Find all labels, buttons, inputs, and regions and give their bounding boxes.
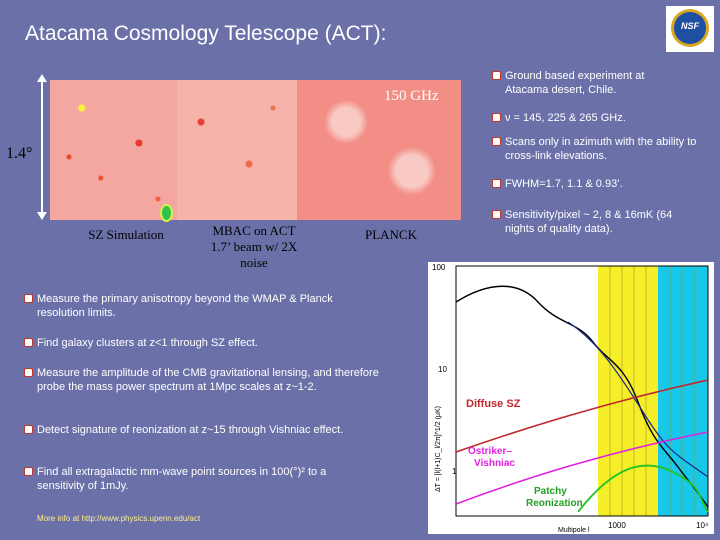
bullet-icon bbox=[24, 425, 33, 434]
bullet-icon bbox=[24, 338, 33, 347]
left-bullet: Measure the primary anisotropy beyond th… bbox=[24, 292, 422, 320]
bullet-icon bbox=[24, 294, 33, 303]
sz-simulation-map bbox=[50, 80, 177, 220]
map-size-label: 1.4° bbox=[6, 145, 33, 162]
caption-mbac-line: MBAC on ACT bbox=[212, 223, 296, 238]
cmb-curve bbox=[455, 285, 709, 508]
more-info-link[interactable]: More info at http://www.physics.upenn.ed… bbox=[37, 514, 201, 523]
bullet-line: Measure the amplitude of the CMB gravita… bbox=[37, 367, 379, 379]
xtick-1: 1000 bbox=[608, 521, 626, 530]
bullet-line: Detect signature of reonization at z~15 … bbox=[37, 424, 344, 436]
right-bullet: Ground based experiment at Atacama deser… bbox=[492, 69, 715, 97]
caption-sz: SZ Simulation bbox=[88, 227, 164, 242]
frequency-label: 150 GHz bbox=[384, 88, 439, 104]
nsf-globe-icon bbox=[674, 12, 706, 44]
ytick-mid: 10 bbox=[438, 365, 447, 374]
slide-title: Atacama Cosmology Telescope (ACT): bbox=[25, 22, 387, 45]
ytick-bot: 1 bbox=[452, 467, 457, 476]
left-bullet: Find galaxy clusters at z<1 through SZ e… bbox=[24, 336, 422, 350]
power-spectrum-plot: 100 10 1 1000 10⁴ Multipole l ΔT = [l(l+… bbox=[428, 262, 714, 534]
bullet-line: Find galaxy clusters at z<1 through SZ e… bbox=[37, 337, 258, 349]
bullet-line: ν = 145, 225 & 265 GHz. bbox=[505, 112, 626, 124]
bullet-line: Sensitivity/pixel ~ 2, 8 & 16mK (64 bbox=[505, 209, 673, 221]
label-patchy: Patchy bbox=[534, 486, 567, 497]
label-ostriker: Ostriker– bbox=[468, 446, 512, 457]
bullet-icon bbox=[492, 137, 501, 146]
bullet-line: Scans only in azimuth with the ability t… bbox=[505, 136, 697, 148]
size-arrow bbox=[37, 74, 47, 220]
right-bullet: FWHM=1.7, 1.1 & 0.93’. bbox=[492, 177, 715, 191]
planck-map bbox=[297, 80, 461, 220]
patchy-curve bbox=[577, 464, 709, 513]
y-axis-label: ΔT = [l(l+1)C_l/2π]^1/2 (μK) bbox=[435, 406, 442, 492]
nsf-logo: NSF bbox=[666, 6, 714, 52]
bullet-line: resolution limits. bbox=[37, 307, 116, 319]
left-bullet: Detect signature of reonization at z~15 … bbox=[24, 423, 422, 437]
caption-mbac-line: 1.7’ beam w/ 2X bbox=[210, 239, 298, 254]
bullet-icon bbox=[24, 368, 33, 377]
yellow-band bbox=[598, 266, 658, 516]
bullet-line: Ground based experiment at bbox=[505, 70, 645, 82]
bullet-line: Find all extragalactic mm-wave point sou… bbox=[37, 466, 327, 478]
bullet-icon bbox=[492, 179, 501, 188]
xtick-2: 10⁴ bbox=[696, 521, 709, 530]
bullet-icon bbox=[492, 210, 501, 219]
ostriker-curve bbox=[455, 431, 709, 505]
bullet-line: sensitivity of 1mJy. bbox=[37, 480, 129, 492]
caption-mbac-line: noise bbox=[240, 255, 268, 270]
ytick-top: 100 bbox=[432, 263, 446, 272]
plot-frame bbox=[455, 265, 709, 517]
label-vishniac: Vishniac bbox=[474, 458, 515, 469]
plot-svg: 100 10 1 1000 10⁴ Multipole l ΔT = [l(l+… bbox=[432, 263, 709, 534]
bullet-line: probe the mass power spectrum at 1Mpc sc… bbox=[37, 381, 317, 393]
bullet-line: FWHM=1.7, 1.1 & 0.93’. bbox=[505, 178, 623, 190]
bullet-line: cross-link elevations. bbox=[505, 150, 608, 162]
bullet-line: Atacama desert, Chile. bbox=[505, 84, 617, 96]
right-bullet: ν = 145, 225 & 265 GHz. bbox=[492, 111, 715, 125]
lensed-curve bbox=[567, 321, 709, 478]
sz-curve bbox=[455, 379, 709, 453]
bullet-icon bbox=[492, 113, 501, 122]
mbac-map bbox=[177, 80, 297, 220]
left-bullet: Find all extragalactic mm-wave point sou… bbox=[24, 465, 422, 493]
bullet-line: Measure the primary anisotropy beyond th… bbox=[37, 293, 333, 305]
label-reonization: Reonization bbox=[526, 498, 583, 509]
left-bullet: Measure the amplitude of the CMB gravita… bbox=[24, 366, 422, 394]
right-bullet: Scans only in azimuth with the ability t… bbox=[492, 135, 717, 163]
caption-planck: PLANCK bbox=[364, 227, 417, 242]
bullet-icon bbox=[24, 467, 33, 476]
label-diffuse-sz: Diffuse SZ bbox=[466, 398, 521, 410]
right-bullet: Sensitivity/pixel ~ 2, 8 & 16mK (64 nigh… bbox=[492, 208, 715, 236]
x-axis-label: Multipole l bbox=[558, 527, 590, 534]
logo-text: NSF bbox=[681, 21, 699, 31]
cluster-source-icon bbox=[162, 206, 171, 220]
bullet-line: nights of quality data). bbox=[505, 223, 613, 235]
band-lines bbox=[609, 266, 695, 516]
caption-mbac: MBAC on ACT 1.7’ beam w/ 2X noise bbox=[196, 223, 312, 271]
bullet-icon bbox=[492, 71, 501, 80]
